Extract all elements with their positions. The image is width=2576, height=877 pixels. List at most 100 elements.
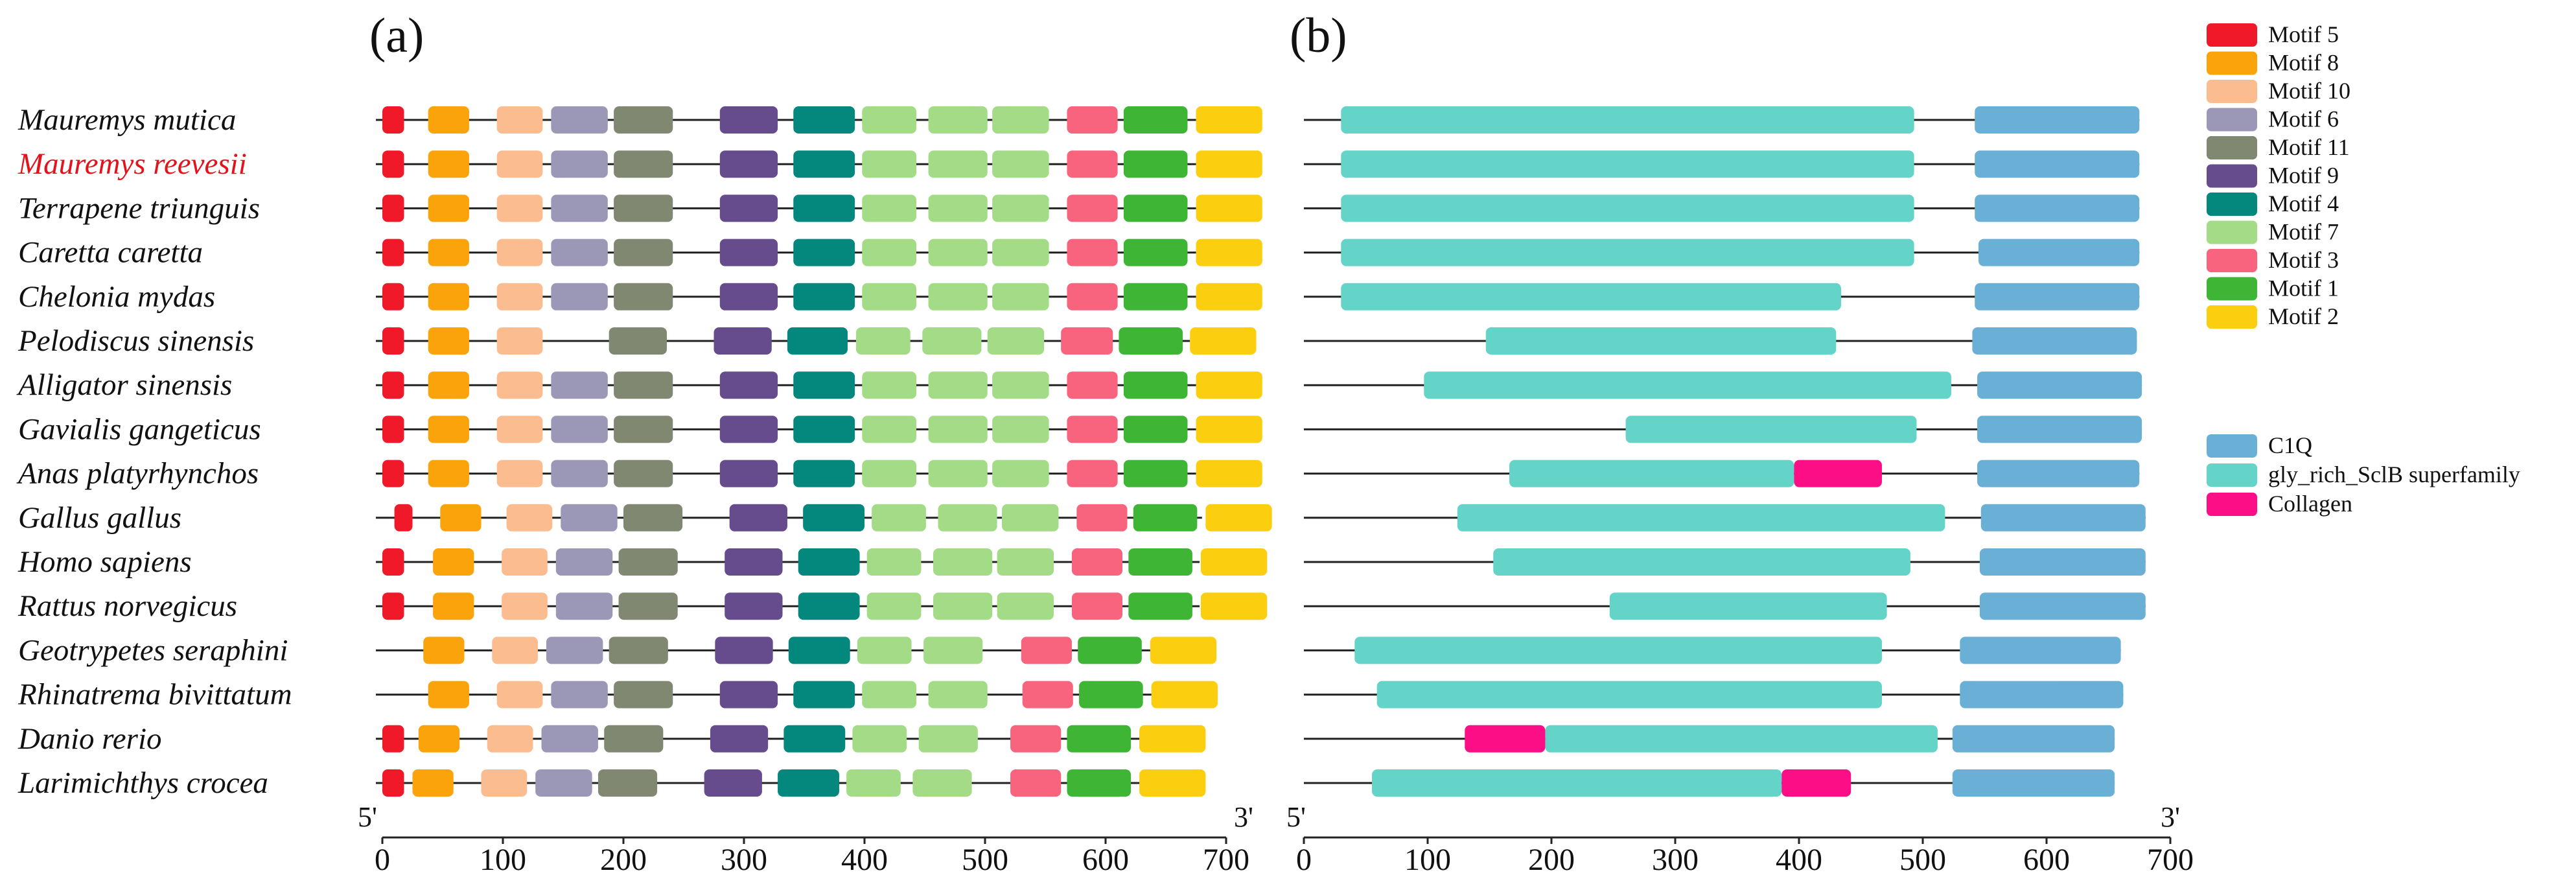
tick-label: 200 xyxy=(1528,843,1575,877)
motif-box-m6 xyxy=(551,460,608,487)
motif-box-m7 xyxy=(992,371,1049,399)
legend-label: C1Q xyxy=(2268,432,2312,458)
domain-box-c1q xyxy=(1978,239,2140,266)
species-label: Alligator sinensis xyxy=(16,368,232,402)
motif-box-m11 xyxy=(614,194,673,222)
motif-box-m10 xyxy=(502,592,548,620)
motif-box-m1 xyxy=(1119,327,1183,355)
motif-box-m1 xyxy=(1079,681,1143,708)
domain-box-c1q xyxy=(1960,681,2124,708)
motif-box-m7 xyxy=(862,681,916,708)
motif-box-m7 xyxy=(928,681,988,708)
motif-box-m10 xyxy=(496,415,543,443)
motif-box-m8 xyxy=(428,194,469,222)
domain-box-c1q xyxy=(1977,415,2142,443)
domain-box-col xyxy=(1465,725,1546,753)
legend-swatch-m8 xyxy=(2207,51,2257,75)
domain-box-gly xyxy=(1341,194,1914,222)
legend-label: Motif 10 xyxy=(2268,78,2350,104)
motif-box-m11 xyxy=(598,769,658,797)
legend-swatch-m10 xyxy=(2207,80,2257,103)
species-label: Caretta caretta xyxy=(18,236,203,270)
motif-box-m2 xyxy=(1196,239,1262,266)
domain-box-col xyxy=(1794,460,1882,487)
domain-box-c1q xyxy=(1977,371,2142,399)
legend-label: Motif 7 xyxy=(2268,219,2339,245)
tick-label: 500 xyxy=(1899,843,1946,877)
motif-box-m2 xyxy=(1196,460,1262,487)
motif-box-m7 xyxy=(862,415,916,443)
motif-box-m6 xyxy=(541,725,598,753)
motif-box-m7 xyxy=(992,415,1049,443)
domain-box-c1q xyxy=(1952,725,2115,753)
motif-box-m6 xyxy=(551,415,608,443)
five-prime-label-a: 5' xyxy=(358,801,377,833)
domain-box-c1q xyxy=(1975,283,2140,310)
motif-box-m6 xyxy=(546,637,603,664)
motif-box-m9 xyxy=(719,194,778,222)
domain-box-gly xyxy=(1493,548,1910,576)
tick-label: 600 xyxy=(1082,843,1129,877)
motif-box-m4 xyxy=(793,681,855,708)
motif-box-m11 xyxy=(614,415,673,443)
motif-box-m7 xyxy=(928,150,988,178)
species-label: Mauremys reevesii xyxy=(17,147,247,181)
motif-box-m1 xyxy=(1123,150,1188,178)
motif-box-m7 xyxy=(846,769,901,797)
species-label: Anas platyrhynchos xyxy=(16,457,259,491)
motif-box-m1 xyxy=(1128,548,1192,576)
motif-box-m7 xyxy=(992,283,1049,310)
species-labels: Mauremys mutica Mauremys reevesii Terrapen… xyxy=(16,103,292,800)
motif-box-m10 xyxy=(496,371,543,399)
tick-label: 500 xyxy=(962,843,1008,877)
tick-label: 700 xyxy=(2147,843,2194,877)
motif-box-m2 xyxy=(1196,371,1262,399)
motif-box-m11 xyxy=(614,460,673,487)
motif-box-m2 xyxy=(1139,769,1206,797)
motif-box-m5 xyxy=(382,548,404,576)
domain-box-gly xyxy=(1354,637,1882,664)
motif-box-m2 xyxy=(1151,681,1218,708)
motif-box-m7 xyxy=(923,637,983,664)
domain-box-gly xyxy=(1372,769,1782,797)
motif-box-m10 xyxy=(496,194,543,222)
motif-box-m5 xyxy=(382,592,404,620)
motif-box-m4 xyxy=(793,415,855,443)
motif-box-m1 xyxy=(1123,194,1188,222)
motif-box-m6 xyxy=(551,283,608,310)
motif-box-m7 xyxy=(928,106,988,134)
motif-box-m8 xyxy=(428,460,469,487)
motif-box-m5 xyxy=(382,460,404,487)
motif-box-m5 xyxy=(382,283,404,310)
motif-box-m4 xyxy=(788,637,850,664)
motif-box-m5 xyxy=(382,725,404,753)
motif-box-m9 xyxy=(725,592,783,620)
tick-label: 0 xyxy=(375,843,390,877)
motif-box-m8 xyxy=(440,504,482,532)
domain-box-c1q xyxy=(1979,592,2146,620)
motif-box-m8 xyxy=(433,592,474,620)
motif-box-m10 xyxy=(492,637,538,664)
motif-box-m4 xyxy=(793,106,855,134)
motif-box-m11 xyxy=(614,371,673,399)
domain-box-gly xyxy=(1485,327,1837,355)
species-label: Pelodiscus sinensis xyxy=(17,324,254,358)
legend-label: Motif 8 xyxy=(2268,50,2339,76)
motif-box-m7 xyxy=(992,194,1049,222)
motif-box-m6 xyxy=(551,371,608,399)
tick-label: 300 xyxy=(721,843,767,877)
motif-box-m10 xyxy=(481,769,528,797)
motif-box-m2 xyxy=(1150,637,1217,664)
legend-label: Motif 4 xyxy=(2268,191,2339,216)
motif-box-m9 xyxy=(729,504,787,532)
motif-box-m3 xyxy=(1067,194,1118,222)
domain-box-gly xyxy=(1341,106,1914,134)
motif-box-m7 xyxy=(852,725,907,753)
panel-b-domains xyxy=(1304,106,2146,797)
legend-swatch-m2 xyxy=(2207,305,2257,329)
legend-label: Motif 2 xyxy=(2268,303,2339,329)
motif-box-m8 xyxy=(423,637,465,664)
motif-box-m7 xyxy=(872,504,926,532)
